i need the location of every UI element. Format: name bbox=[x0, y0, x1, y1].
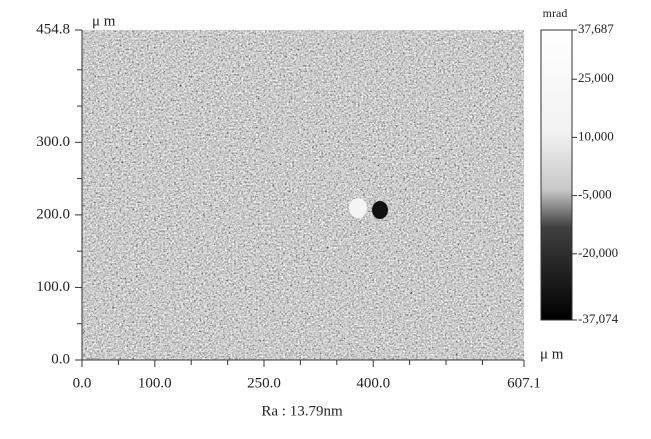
micrograph bbox=[82, 30, 524, 360]
x-tick-label: 607.1 bbox=[507, 375, 541, 391]
colorbar-tick-label: -37,074 bbox=[578, 311, 619, 326]
colorbar-tick-label: 25,000 bbox=[578, 70, 614, 85]
colorbar bbox=[541, 30, 572, 320]
bright-spot bbox=[349, 198, 367, 218]
colorbar-tick-label: 37,687 bbox=[578, 21, 614, 36]
figure: μ m μ m mrad Ra : 13.79nm 0.0 100.0 250.0 4… bbox=[0, 0, 651, 434]
x-tick-label: 400.0 bbox=[356, 375, 390, 391]
x-tick-label: 0.0 bbox=[73, 375, 92, 391]
x-unit: μ m bbox=[540, 346, 564, 362]
y-tick-label: 454.8 bbox=[36, 21, 70, 37]
caption: Ra : 13.79nm bbox=[261, 403, 343, 419]
dark-spot bbox=[372, 201, 388, 219]
y-tick-label: 100.0 bbox=[36, 279, 70, 295]
colorbar-tick-label: 10,000 bbox=[578, 128, 614, 143]
colorbar-tick-label: -5,000 bbox=[578, 187, 612, 202]
x-tick-label: 250.0 bbox=[247, 375, 281, 391]
page: {"chart_data": {"type": "image", "x_unit… bbox=[0, 0, 651, 439]
y-tick-label: 200.0 bbox=[36, 206, 70, 222]
colorbar-unit: mrad bbox=[543, 6, 568, 20]
y-unit: μ m bbox=[92, 13, 116, 29]
y-tick-label: 300.0 bbox=[36, 134, 70, 150]
colorbar-tick-label: -20,000 bbox=[578, 245, 618, 260]
y-tick-label: 0.0 bbox=[51, 351, 70, 367]
x-tick-label: 100.0 bbox=[138, 375, 172, 391]
